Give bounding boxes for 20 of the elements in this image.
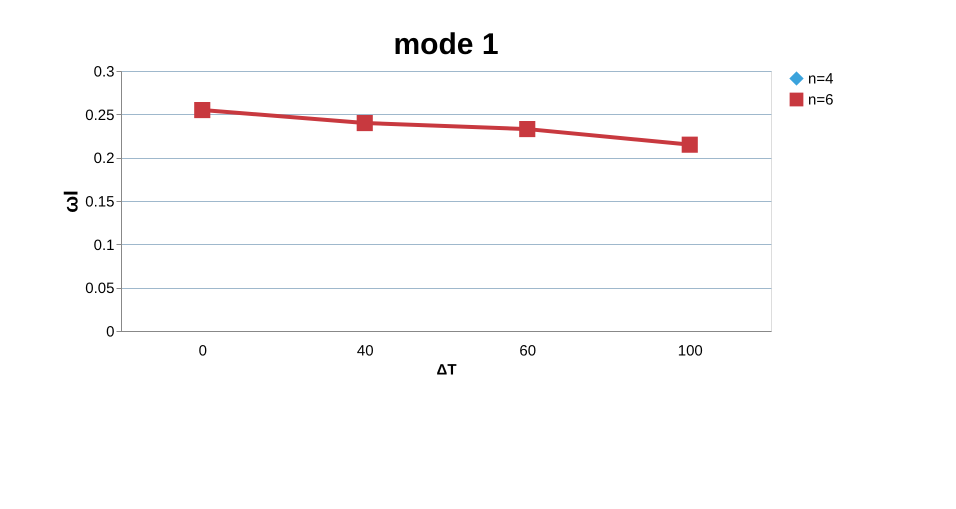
x-tick-label: 0 [198,342,207,360]
y-tick-label: 0.3 [94,64,114,80]
y-tick-label: 0.1 [94,236,114,254]
point [519,121,536,138]
y-tick-label: 0.05 [85,280,114,298]
x-axis-title: ΔT [436,362,456,378]
point [356,114,373,132]
x-tick-label: 60 [519,342,536,360]
point [682,136,698,153]
y-tick-label: 0.2 [94,150,114,168]
y-tick-label: 0.25 [85,106,114,124]
legend-label: n=6 [808,92,834,108]
y-tick-label: 0 [106,324,114,340]
point [194,102,210,118]
x-tick-label: 40 [356,342,374,360]
chart-title: mode 1 [393,28,499,61]
y-tick-label: 0.15 [85,194,114,210]
y-axis-title: ωI [60,190,82,213]
legend-label: n=4 [808,70,834,88]
x-tick-label: 100 [678,342,703,360]
